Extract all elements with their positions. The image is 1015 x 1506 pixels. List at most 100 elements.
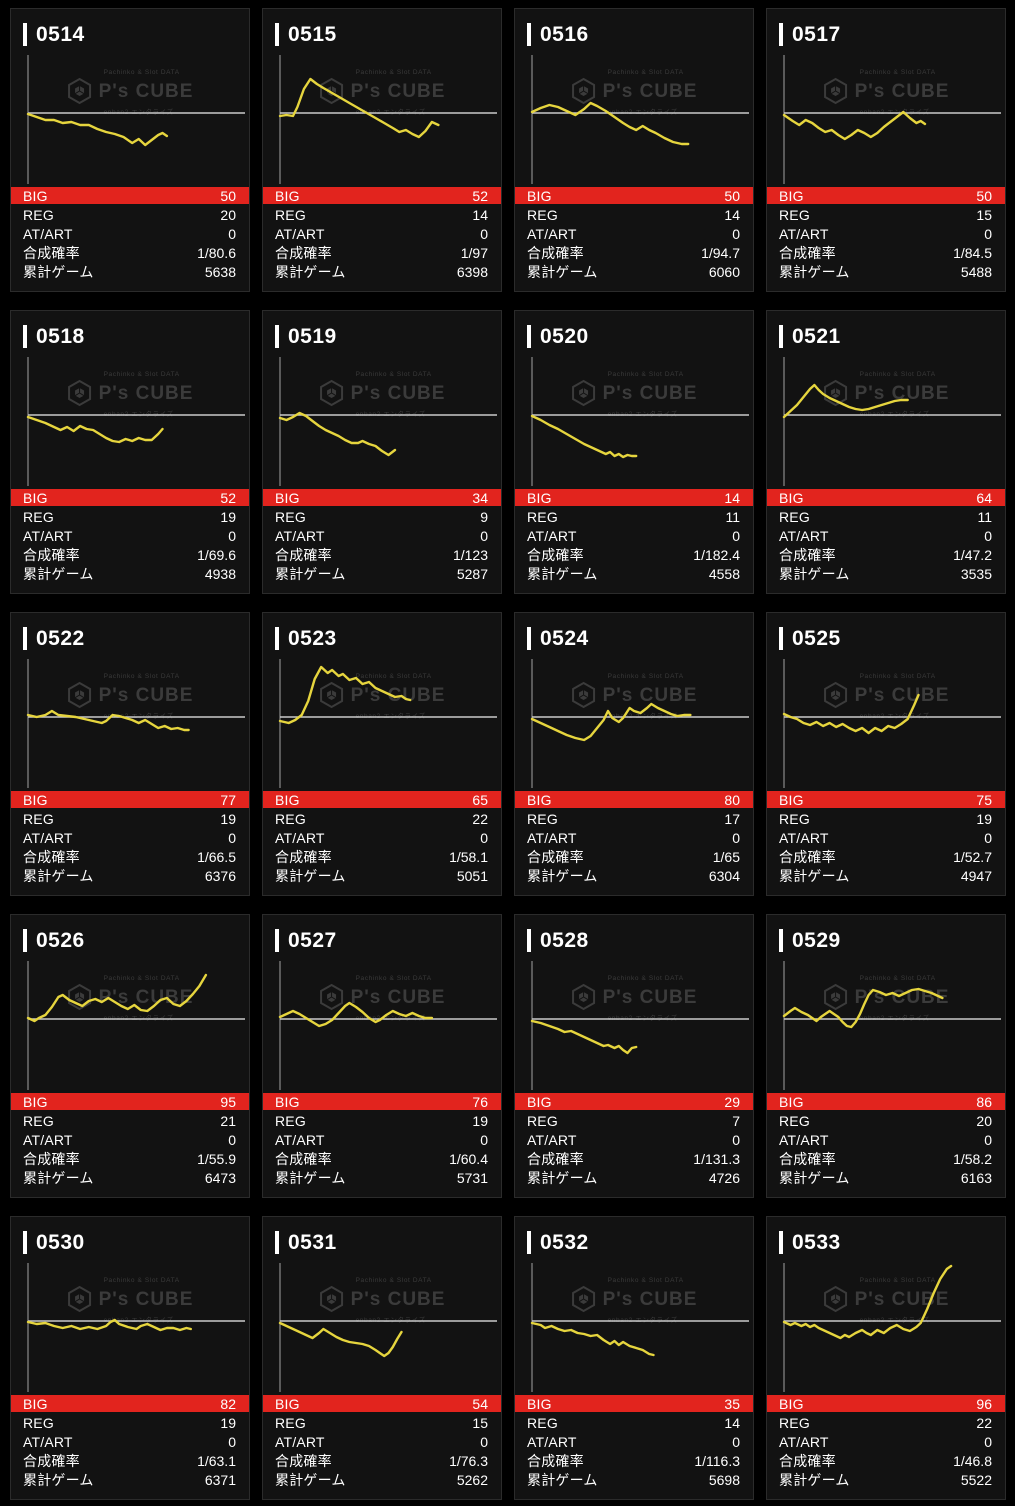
- machine-panel[interactable]: 0518 Pachinko & Slot DATA P's CUBE enban…: [10, 310, 250, 594]
- rate-value: 1/80.6: [197, 244, 236, 261]
- total-games-value: 5287: [456, 565, 488, 582]
- trend-sparkline: [530, 55, 749, 184]
- reg-label: REG: [23, 1414, 54, 1431]
- machine-panel[interactable]: 0519 Pachinko & Slot DATA P's CUBE enban…: [262, 310, 502, 594]
- reg-label: REG: [275, 508, 306, 525]
- at-art-value: 0: [228, 1131, 236, 1148]
- rate-row: 合成確率 1/46.8: [767, 1451, 1005, 1470]
- big-label: BIG: [779, 187, 804, 204]
- machine-panel[interactable]: 0516 Pachinko & Slot DATA P's CUBE enban…: [514, 8, 754, 292]
- machine-panel[interactable]: 0520 Pachinko & Slot DATA P's CUBE enban…: [514, 310, 754, 594]
- machine-panel[interactable]: 0529 Pachinko & Slot DATA P's CUBE enban…: [766, 914, 1006, 1198]
- big-label: BIG: [779, 791, 804, 808]
- big-value: 50: [724, 187, 740, 204]
- at-art-row: AT/ART 0: [767, 1432, 1005, 1451]
- trend-chart: Pachinko & Slot DATA P's CUBE enban2 エンタ…: [11, 1255, 249, 1395]
- reg-row: REG 14: [263, 205, 501, 224]
- machine-panel[interactable]: 0515 Pachinko & Slot DATA P's CUBE enban…: [262, 8, 502, 292]
- total-games-value: 5731: [456, 1169, 488, 1186]
- reg-row: REG 22: [263, 809, 501, 828]
- title-tick: [23, 324, 27, 348]
- reg-label: REG: [527, 1112, 558, 1129]
- trend-chart: Pachinko & Slot DATA P's CUBE enban2 エンタ…: [767, 651, 1005, 791]
- total-games-value: 5638: [204, 263, 236, 280]
- total-games-value: 6473: [204, 1169, 236, 1186]
- total-games-row: 累計ゲーム 5262: [263, 1470, 501, 1489]
- title-tick: [779, 626, 783, 650]
- machine-number: 0522: [36, 626, 85, 650]
- title-tick: [779, 928, 783, 952]
- big-label: BIG: [527, 791, 552, 808]
- trend-chart: Pachinko & Slot DATA P's CUBE enban2 エンタ…: [515, 47, 753, 187]
- machine-panel[interactable]: 0526 Pachinko & Slot DATA P's CUBE enban…: [10, 914, 250, 1198]
- machine-number: 0533: [792, 1230, 841, 1254]
- reg-value: 11: [725, 508, 740, 525]
- reg-label: REG: [779, 810, 810, 827]
- trend-sparkline: [26, 1263, 245, 1392]
- machine-panel[interactable]: 0523 Pachinko & Slot DATA P's CUBE enban…: [262, 612, 502, 896]
- reg-label: REG: [23, 810, 54, 827]
- big-label: BIG: [779, 489, 804, 506]
- rate-value: 1/60.4: [449, 1150, 488, 1167]
- stats-table: BIG 52 REG 14 AT/ART 0 合成確率 1/97 累計ゲーム 6…: [263, 187, 501, 281]
- at-art-label: AT/ART: [275, 829, 325, 846]
- total-games-label: 累計ゲーム: [527, 1471, 598, 1488]
- stats-table: BIG 86 REG 20 AT/ART 0 合成確率 1/58.2 累計ゲーム…: [767, 1093, 1005, 1187]
- reg-label: REG: [779, 508, 810, 525]
- machine-panel[interactable]: 0525 Pachinko & Slot DATA P's CUBE enban…: [766, 612, 1006, 896]
- machine-number: 0526: [36, 928, 85, 952]
- total-games-value: 6376: [204, 867, 236, 884]
- at-art-row: AT/ART 0: [515, 224, 753, 243]
- machine-header: 0524: [527, 626, 753, 650]
- reg-label: REG: [275, 206, 306, 223]
- big-label: BIG: [275, 187, 300, 204]
- trend-chart: Pachinko & Slot DATA P's CUBE enban2 エンタ…: [11, 953, 249, 1093]
- at-art-row: AT/ART 0: [11, 1432, 249, 1451]
- machine-panel[interactable]: 0530 Pachinko & Slot DATA P's CUBE enban…: [10, 1216, 250, 1500]
- at-art-label: AT/ART: [779, 527, 829, 544]
- stats-table: BIG 50 REG 20 AT/ART 0 合成確率 1/80.6 累計ゲーム…: [11, 187, 249, 281]
- rate-value: 1/66.5: [197, 848, 236, 865]
- trend-chart: Pachinko & Slot DATA P's CUBE enban2 エンタ…: [263, 651, 501, 791]
- machine-panel[interactable]: 0521 Pachinko & Slot DATA P's CUBE enban…: [766, 310, 1006, 594]
- machine-panel[interactable]: 0533 Pachinko & Slot DATA P's CUBE enban…: [766, 1216, 1006, 1500]
- reg-label: REG: [275, 1414, 306, 1431]
- at-art-label: AT/ART: [275, 1433, 325, 1450]
- rate-row: 合成確率 1/116.3: [515, 1451, 753, 1470]
- machine-panel[interactable]: 0522 Pachinko & Slot DATA P's CUBE enban…: [10, 612, 250, 896]
- trend-sparkline: [782, 55, 1001, 184]
- machine-panel[interactable]: 0517 Pachinko & Slot DATA P's CUBE enban…: [766, 8, 1006, 292]
- reg-label: REG: [527, 810, 558, 827]
- total-games-value: 5522: [960, 1471, 992, 1488]
- machine-panel[interactable]: 0531 Pachinko & Slot DATA P's CUBE enban…: [262, 1216, 502, 1500]
- rate-label: 合成確率: [23, 244, 80, 261]
- trend-line: [530, 702, 692, 742]
- rate-row: 合成確率 1/66.5: [11, 847, 249, 866]
- machine-panel[interactable]: 0527 Pachinko & Slot DATA P's CUBE enban…: [262, 914, 502, 1198]
- rate-value: 1/58.2: [953, 1150, 992, 1167]
- machine-panel[interactable]: 0532 Pachinko & Slot DATA P's CUBE enban…: [514, 1216, 754, 1500]
- rate-label: 合成確率: [779, 1452, 836, 1469]
- machine-panel[interactable]: 0514 Pachinko & Slot DATA P's CUBE enban…: [10, 8, 250, 292]
- trend-chart: Pachinko & Slot DATA P's CUBE enban2 エンタ…: [767, 1255, 1005, 1395]
- reg-row: REG 19: [767, 809, 1005, 828]
- rate-row: 合成確率 1/123: [263, 545, 501, 564]
- big-row: BIG 50: [515, 187, 753, 204]
- at-art-value: 0: [480, 225, 488, 242]
- trend-sparkline: [26, 55, 245, 184]
- big-row: BIG 86: [767, 1093, 1005, 1110]
- big-value: 82: [220, 1395, 236, 1412]
- machine-panel[interactable]: 0524 Pachinko & Slot DATA P's CUBE enban…: [514, 612, 754, 896]
- rate-row: 合成確率 1/80.6: [11, 243, 249, 262]
- reg-label: REG: [275, 1112, 306, 1129]
- at-art-label: AT/ART: [527, 225, 577, 242]
- reg-value: 14: [724, 1414, 740, 1431]
- reg-label: REG: [779, 206, 810, 223]
- reg-row: REG 21: [11, 1111, 249, 1130]
- total-games-label: 累計ゲーム: [779, 1471, 850, 1488]
- total-games-row: 累計ゲーム 3535: [767, 564, 1005, 583]
- rate-label: 合成確率: [23, 1150, 80, 1167]
- machine-panel[interactable]: 0528 Pachinko & Slot DATA P's CUBE enban…: [514, 914, 754, 1198]
- reg-label: REG: [275, 810, 306, 827]
- big-value: 52: [220, 489, 236, 506]
